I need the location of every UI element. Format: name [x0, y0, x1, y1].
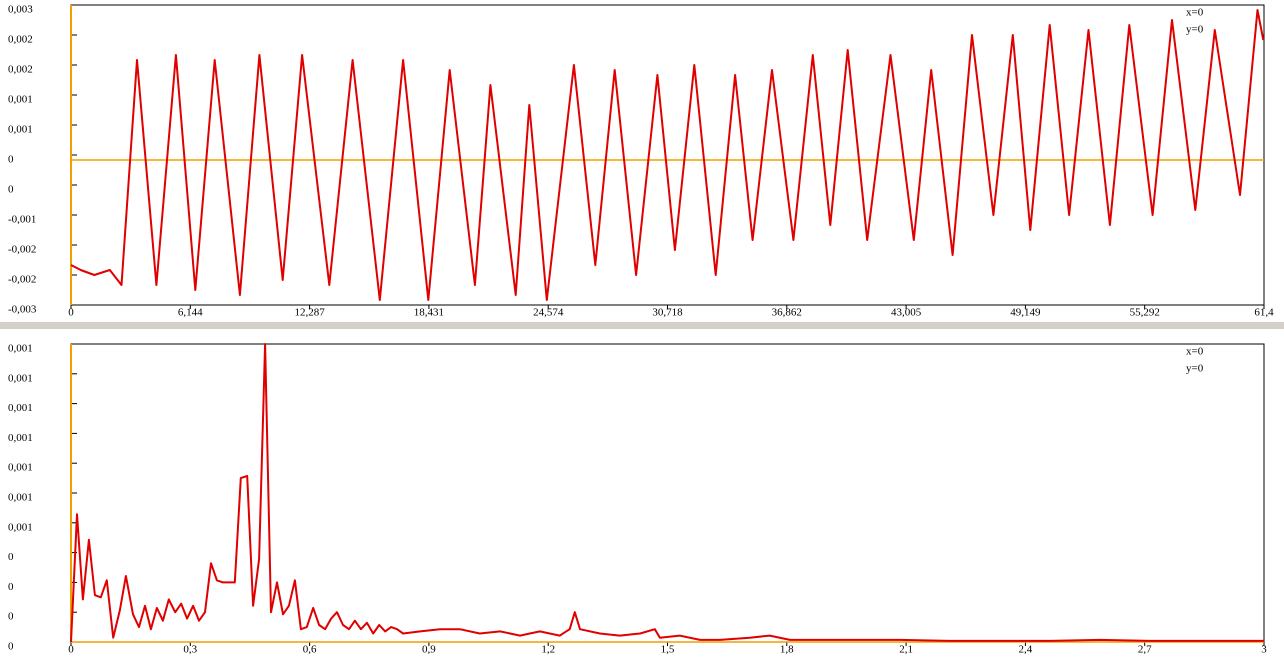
signal-line: [70, 343, 1264, 643]
y-tick-label: 0: [8, 551, 14, 563]
y-tick-label: 0: [8, 154, 14, 166]
x-tick-label: 0,6: [303, 644, 317, 656]
y-tick-label: 0,002: [8, 34, 33, 46]
y-tick-label: 0,001: [8, 462, 33, 474]
x-tick-label: 18,431: [414, 307, 444, 319]
y-tick-label: 0,001: [8, 521, 33, 533]
x-tick-label: 1,5: [661, 644, 675, 656]
y-tick-label: -0,002: [8, 274, 36, 286]
x-tick-label: 12,287: [294, 307, 325, 319]
y-tick-label: 0,002: [8, 64, 33, 76]
y-tick-label: 0,001: [8, 402, 33, 414]
y-tick-label: -0,003: [8, 304, 37, 316]
y-tick-label: 0,001: [8, 94, 33, 106]
splitter[interactable]: [0, 322, 1284, 329]
y-tick-label: 0,001: [8, 492, 33, 504]
y-tick-label: 0,001: [8, 432, 33, 444]
x-tick-label: 3: [1261, 644, 1267, 656]
x-tick-label: 2,1: [899, 644, 913, 656]
signal-line: [70, 9, 1265, 301]
x-tick-label: 30,718: [652, 307, 683, 319]
x-tick-label: 36,862: [772, 307, 802, 319]
x-tick-label: 49,149: [1010, 307, 1041, 319]
x-tick-label: 43,005: [891, 307, 922, 319]
x-tick-label: 1,2: [541, 644, 555, 656]
x-tick-label: 24,574: [533, 307, 564, 319]
y-tick-label: 0,001: [8, 372, 33, 384]
plot-frame: [70, 343, 1265, 643]
x-tick-label: 55,292: [1130, 307, 1160, 319]
y-tick-label: 0: [8, 611, 14, 623]
y-tick-label: -0,002: [8, 244, 36, 256]
x-tick-label: 1,8: [780, 644, 794, 656]
x-tick-label: 0,3: [183, 644, 197, 656]
plot-frame: [70, 4, 1265, 306]
x-tick-label: 0,9: [422, 644, 436, 656]
y-tick-label: -0,001: [8, 214, 36, 226]
x-tick-label: 0: [68, 307, 74, 319]
y-tick-label: 0,003: [8, 4, 33, 16]
y-tick-label: 0: [8, 581, 14, 593]
x-tick-label: 61,4: [1254, 307, 1274, 319]
y-tick-label: 0: [8, 641, 14, 653]
y-tick-label: 0: [8, 184, 14, 196]
cursor-readout: y=0: [1186, 24, 1204, 36]
x-tick-label: 2,4: [1019, 644, 1033, 656]
x-tick-label: 2,7: [1138, 644, 1152, 656]
cursor-readout: x=0: [1186, 346, 1204, 358]
y-tick-label: 0,001: [8, 343, 33, 355]
x-tick-label: 0: [68, 644, 74, 656]
cursor-readout: x=0: [1186, 7, 1204, 19]
y-tick-label: 0,001: [8, 124, 33, 136]
x-tick-label: 6,144: [178, 307, 203, 319]
cursor-readout: y=0: [1186, 363, 1204, 375]
